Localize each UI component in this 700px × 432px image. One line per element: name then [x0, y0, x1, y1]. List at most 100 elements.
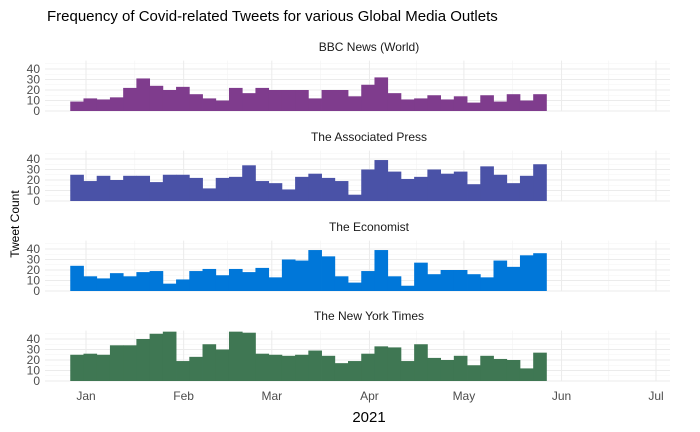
bar — [255, 267, 270, 291]
bar — [149, 85, 164, 111]
bar — [136, 175, 151, 201]
bar — [70, 354, 84, 381]
chart-title: Frequency of Covid-related Tweets for va… — [47, 8, 498, 25]
bar — [480, 277, 494, 291]
x-tick-label: May — [453, 389, 476, 403]
bar — [189, 356, 203, 381]
x-tick-label: Apr — [360, 389, 379, 403]
bar — [228, 268, 243, 291]
bar — [70, 265, 84, 291]
y-tick-label: 30 — [27, 163, 41, 177]
bar — [348, 282, 362, 291]
y-tick-label: 10 — [27, 94, 41, 108]
bar — [109, 273, 124, 291]
y-tick-label: 20 — [27, 173, 41, 187]
bar — [136, 272, 151, 291]
bar — [480, 166, 494, 201]
bar — [215, 177, 230, 201]
bar — [467, 102, 481, 111]
bar — [242, 165, 256, 201]
bar — [228, 87, 243, 111]
bar — [242, 332, 256, 381]
bar — [176, 86, 190, 111]
bar — [295, 176, 309, 201]
y-tick-label: 10 — [27, 364, 41, 378]
bar — [427, 169, 441, 201]
bar — [189, 271, 203, 291]
bar — [519, 100, 534, 111]
bar — [440, 173, 455, 201]
bar — [506, 183, 521, 201]
bar — [519, 255, 534, 291]
bar — [96, 354, 111, 381]
bar — [176, 361, 190, 381]
bar — [123, 175, 137, 201]
bar — [268, 183, 283, 201]
bar — [480, 95, 494, 111]
bar — [348, 361, 362, 381]
bar — [308, 98, 322, 111]
bar — [149, 182, 164, 201]
bar — [374, 250, 389, 291]
bar — [189, 94, 203, 111]
bar — [83, 276, 98, 291]
x-axis-title: 2021 — [352, 409, 385, 426]
bar — [414, 176, 428, 201]
bar — [453, 171, 468, 201]
y-tick-label: 20 — [27, 263, 41, 277]
bar — [202, 344, 217, 381]
x-tick-label: Mar — [261, 389, 282, 403]
bar — [361, 84, 375, 111]
bar — [308, 350, 322, 381]
y-tick-label: 20 — [27, 83, 41, 97]
bar — [453, 96, 468, 111]
y-tick-label: 10 — [27, 184, 41, 198]
bar — [453, 355, 468, 381]
bar — [321, 256, 336, 291]
bar — [493, 358, 508, 381]
bar — [242, 93, 256, 111]
bar — [281, 355, 296, 381]
bar — [83, 353, 98, 381]
bar — [361, 169, 375, 201]
bar — [268, 90, 283, 111]
bar — [149, 271, 164, 291]
bar — [467, 274, 481, 291]
bar — [348, 194, 362, 201]
bar — [361, 271, 375, 291]
bar — [123, 276, 137, 291]
bar — [414, 262, 428, 291]
bar — [361, 353, 375, 381]
bar — [83, 98, 98, 111]
bar — [96, 99, 111, 111]
bar — [519, 175, 534, 201]
bar — [70, 101, 84, 111]
bar — [83, 181, 98, 201]
bar — [400, 178, 415, 201]
bar — [162, 174, 177, 201]
bar — [162, 331, 177, 381]
bar — [176, 279, 190, 291]
x-tick-label: Feb — [173, 389, 194, 403]
bar — [519, 368, 534, 381]
bar — [334, 181, 349, 201]
bar — [268, 277, 283, 291]
y-tick-label: 30 — [27, 343, 41, 357]
bar — [228, 176, 243, 201]
y-axis-title: Tweet Count — [8, 190, 22, 258]
bar — [387, 347, 402, 381]
bar — [96, 175, 111, 201]
bar — [281, 259, 296, 291]
bar — [467, 365, 481, 381]
bar — [202, 188, 217, 201]
bar — [228, 331, 243, 381]
bar — [295, 90, 309, 111]
bar — [506, 94, 521, 111]
y-tick-label: 0 — [33, 374, 40, 388]
bar — [506, 266, 521, 291]
bar — [440, 360, 455, 381]
